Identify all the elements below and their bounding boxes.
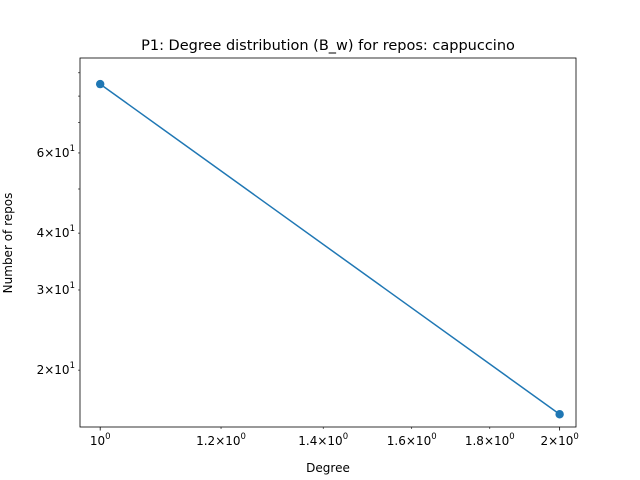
plot-frame [79, 57, 577, 428]
x-tick-label: 1.4×100 [298, 432, 348, 448]
series-line [99, 83, 561, 415]
x-axis-label: Degree [306, 461, 350, 475]
series-layer [95, 79, 564, 419]
x-tick-label: 2×100 [540, 432, 578, 448]
y-tick-label: 6×101 [37, 144, 75, 160]
x-tick-label: 1.6×100 [387, 432, 437, 448]
y-axis-label: Number of repos [1, 193, 15, 294]
y-axis-ticks: 2×101 3×101 4×101 6×101 [37, 72, 80, 377]
x-axis-ticks: 100 2×100 1.2×100 1.4×100 1.6×100 1.8×100 [90, 427, 579, 448]
data-point [95, 79, 105, 89]
x-tick-label: 1.8×100 [465, 432, 515, 448]
x-tick-label: 100 [90, 432, 111, 448]
chart-title: P1: Degree distribution (B_w) for repos:… [141, 38, 515, 54]
data-point [555, 410, 564, 419]
y-tick-label: 4×101 [37, 224, 75, 240]
y-tick-label: 3×101 [37, 281, 75, 297]
plot-area [79, 57, 577, 428]
x-tick-label: 1.2×100 [196, 432, 246, 448]
y-tick-label: 2×101 [37, 361, 75, 377]
